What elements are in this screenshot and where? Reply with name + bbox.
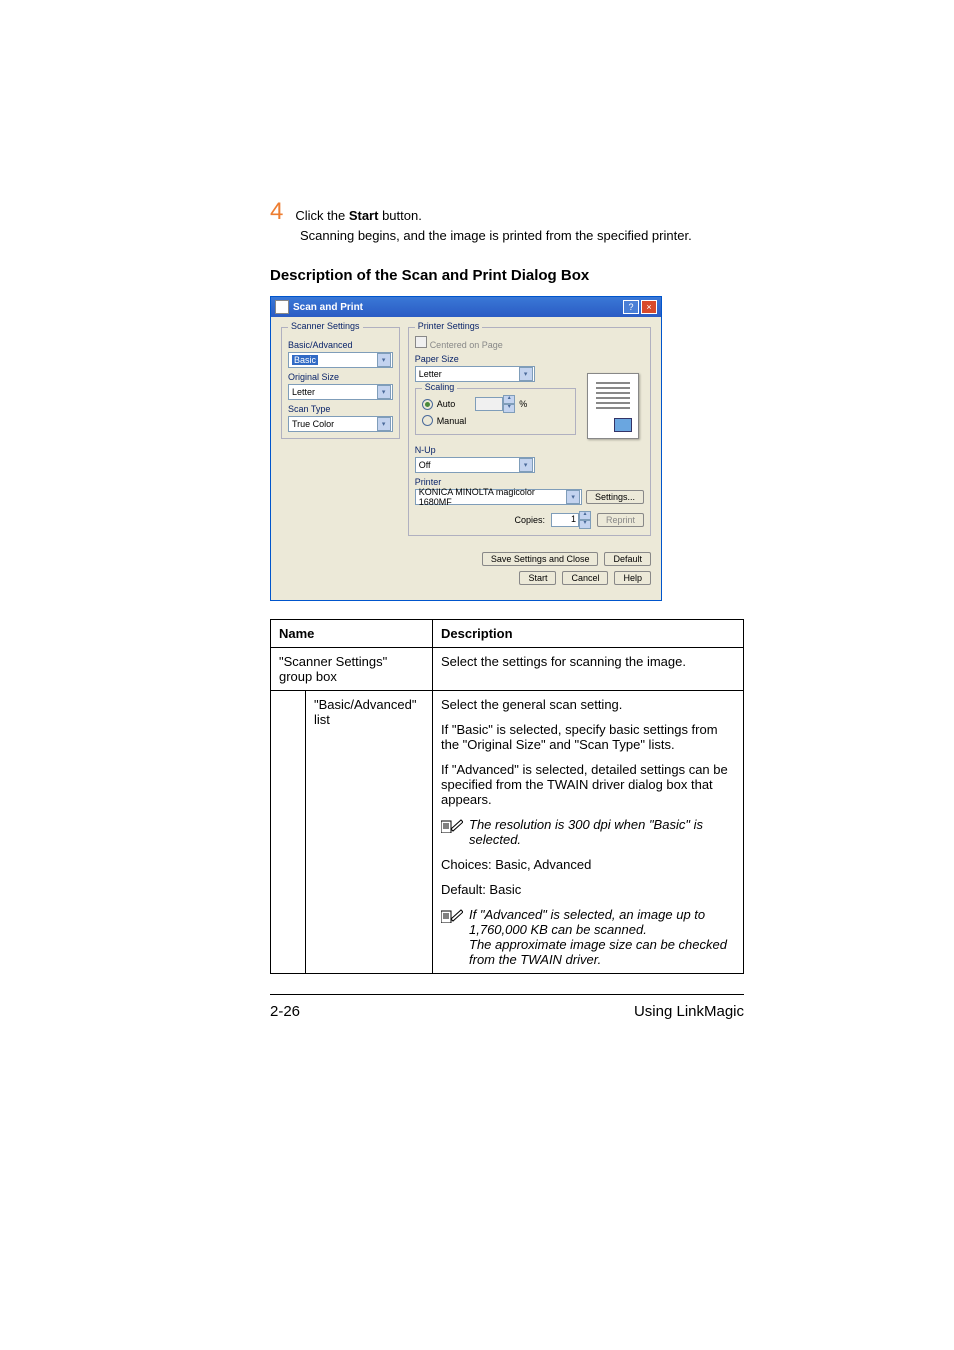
row-name: "Scanner Settings" group box	[271, 648, 433, 691]
manual-radio[interactable]	[422, 415, 433, 426]
start-button[interactable]: Start	[519, 571, 556, 585]
centered-label: Centered on Page	[430, 340, 503, 350]
indent-cell	[271, 691, 306, 974]
reprint-button[interactable]: Reprint	[597, 513, 644, 527]
page-preview	[582, 336, 644, 441]
percent-label: %	[519, 399, 527, 409]
printer-combo[interactable]: KONICA MINOLTA magicolor 1680MF ▾	[415, 489, 582, 505]
nup-combo[interactable]: Off ▾	[415, 457, 535, 473]
footer-title: Using LinkMagic	[634, 1003, 744, 1020]
dialog-titlebar: Scan and Print ? ×	[271, 297, 661, 317]
scale-input[interactable]	[475, 397, 503, 411]
chevron-down-icon: ▾	[566, 490, 580, 504]
basic-advanced-label: Basic/Advanced	[288, 340, 393, 350]
section-heading: Description of the Scan and Print Dialog…	[270, 267, 744, 284]
help-button[interactable]: Help	[614, 571, 651, 585]
paper-size-label: Paper Size	[415, 354, 576, 364]
spin-up-icon[interactable]: ▴	[503, 395, 515, 404]
cancel-button[interactable]: Cancel	[562, 571, 608, 585]
step-4: 4 Click the Start button.	[270, 200, 744, 224]
auto-label: Auto	[437, 399, 456, 409]
copies-input[interactable]: 1	[551, 513, 579, 527]
auto-radio[interactable]	[422, 399, 433, 410]
save-close-button[interactable]: Save Settings and Close	[482, 552, 599, 566]
help-icon[interactable]: ?	[623, 300, 639, 314]
chevron-down-icon: ▾	[377, 385, 391, 399]
page-footer: 2-26 Using LinkMagic	[270, 994, 744, 1020]
scan-type-label: Scan Type	[288, 404, 393, 414]
original-size-combo[interactable]: Letter ▾	[288, 384, 393, 400]
manual-label: Manual	[437, 416, 467, 426]
row-name: "Basic/Advanced" list	[306, 691, 433, 974]
close-icon[interactable]: ×	[641, 300, 657, 314]
row-desc: Select the settings for scanning the ima…	[433, 648, 744, 691]
settings-button[interactable]: Settings...	[586, 490, 644, 504]
dialog-icon	[275, 300, 289, 314]
group-legend: Scaling	[422, 382, 458, 392]
chevron-down-icon: ▾	[519, 458, 533, 472]
group-legend: Printer Settings	[415, 321, 483, 331]
copies-label: Copies:	[514, 515, 545, 525]
dialog-title: Scan and Print	[293, 302, 363, 313]
col-description: Description	[433, 620, 744, 648]
chevron-down-icon: ▾	[377, 417, 391, 431]
spin-up-icon[interactable]: ▴	[579, 511, 591, 520]
step-number: 4	[270, 200, 283, 224]
scanner-settings-group: Scanner Settings Basic/Advanced Basic ▾ …	[281, 327, 400, 439]
paper-size-combo[interactable]: Letter ▾	[415, 366, 535, 382]
scaling-group: Scaling Auto ▴▾ %	[415, 388, 576, 435]
scan-type-combo[interactable]: True Color ▾	[288, 416, 393, 432]
nup-label: N-Up	[415, 445, 644, 455]
preview-overlay-icon	[614, 418, 632, 432]
note-icon	[441, 819, 463, 833]
original-size-label: Original Size	[288, 372, 393, 382]
step-text: Click the Start button.	[295, 200, 421, 223]
printer-label: Printer	[415, 477, 644, 487]
printer-settings-group: Printer Settings Centered on Page Paper …	[408, 327, 651, 536]
page-number: 2-26	[270, 1003, 300, 1020]
description-table: Name Description "Scanner Settings" grou…	[270, 619, 744, 974]
chevron-down-icon: ▾	[519, 367, 533, 381]
basic-advanced-combo[interactable]: Basic ▾	[288, 352, 393, 368]
spin-down-icon[interactable]: ▾	[503, 404, 515, 413]
centered-checkbox[interactable]	[415, 336, 427, 348]
col-name: Name	[271, 620, 433, 648]
row-desc: Select the general scan setting. If "Bas…	[433, 691, 744, 974]
default-button[interactable]: Default	[604, 552, 651, 566]
group-legend: Scanner Settings	[288, 321, 363, 331]
chevron-down-icon: ▾	[377, 353, 391, 367]
scan-print-dialog: Scan and Print ? × Scanner Settings Basi…	[270, 296, 662, 601]
note-icon	[441, 909, 463, 923]
step-subtext: Scanning begins, and the image is printe…	[300, 228, 744, 243]
spin-down-icon[interactable]: ▾	[579, 520, 591, 529]
